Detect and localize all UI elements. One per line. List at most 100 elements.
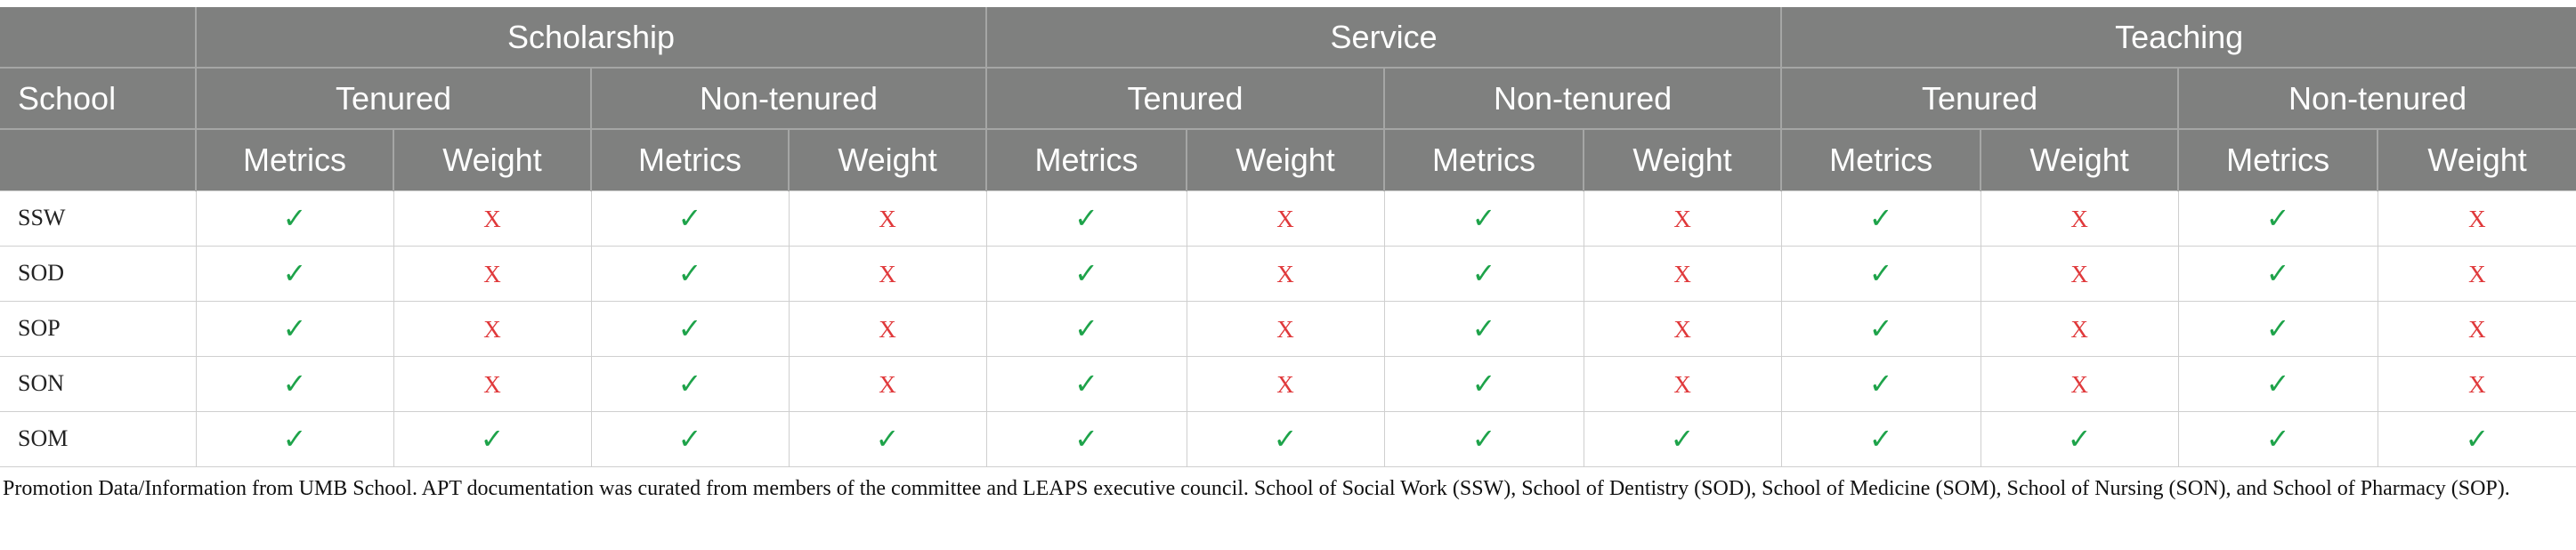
cross-icon: X xyxy=(1276,315,1294,343)
header-metrics: Metrics xyxy=(2178,129,2379,190)
cross-icon: X xyxy=(2070,370,2088,398)
check-icon: ✓ xyxy=(2265,256,2290,290)
check-icon: ✓ xyxy=(2465,422,2490,456)
criteria-cell: X xyxy=(1981,190,2179,247)
criteria-cell: ✓ xyxy=(986,411,1187,467)
check-icon: ✓ xyxy=(1868,367,1893,400)
header-scholarship: Scholarship xyxy=(196,7,988,69)
check-icon: ✓ xyxy=(1471,256,1496,290)
cross-icon: X xyxy=(483,205,501,232)
criteria-cell: ✓ xyxy=(591,301,790,357)
criteria-cell: ✓ xyxy=(2178,411,2378,467)
check-icon: ✓ xyxy=(1670,422,1695,456)
criteria-cell: ✓ xyxy=(2178,246,2378,302)
criteria-cell: X xyxy=(789,246,987,302)
table-footnote: Promotion Data/Information from UMB Scho… xyxy=(3,477,2510,500)
criteria-cell: ✓ xyxy=(196,246,394,302)
header-school: School xyxy=(0,68,197,130)
header-row-categories: Scholarship Service Teaching xyxy=(0,7,2576,69)
criteria-cell: ✓ xyxy=(196,190,394,247)
criteria-cell: X xyxy=(393,301,592,357)
table-row: SOM ✓ ✓ ✓ ✓ ✓ ✓ ✓ ✓ ✓ ✓ ✓ ✓ xyxy=(0,411,2576,467)
criteria-cell: ✓ xyxy=(1781,411,1981,467)
table-row: SSW ✓ X ✓ X ✓ X ✓ X ✓ X ✓ X xyxy=(0,190,2576,247)
check-icon: ✓ xyxy=(282,367,307,400)
check-icon: ✓ xyxy=(1074,367,1098,400)
check-icon: ✓ xyxy=(2265,311,2290,345)
criteria-cell: ✓ xyxy=(2178,190,2378,247)
criteria-cell: ✓ xyxy=(591,411,790,467)
header-row-tenure: School Tenured Non-tenured Tenured Non-t… xyxy=(0,68,2576,130)
check-icon: ✓ xyxy=(282,422,307,456)
check-icon: ✓ xyxy=(1868,201,1893,235)
header-weight: Weight xyxy=(789,129,988,190)
criteria-cell: X xyxy=(2378,246,2576,302)
criteria-cell: ✓ xyxy=(196,356,394,412)
school-cell: SOD xyxy=(0,246,197,302)
cross-icon: X xyxy=(879,315,896,343)
criteria-cell: ✓ xyxy=(1584,411,1782,467)
criteria-cell: ✓ xyxy=(789,411,987,467)
school-cell: SOP xyxy=(0,301,197,357)
criteria-cell: ✓ xyxy=(1384,190,1584,247)
header-service: Service xyxy=(986,7,1783,69)
criteria-cell: X xyxy=(789,190,987,247)
criteria-cell: ✓ xyxy=(591,246,790,302)
check-icon: ✓ xyxy=(677,311,702,345)
criteria-cell: X xyxy=(1584,356,1782,412)
header-blank-cell xyxy=(0,7,197,69)
cross-icon: X xyxy=(2468,370,2486,398)
criteria-cell: ✓ xyxy=(196,411,394,467)
table-row: SON ✓ X ✓ X ✓ X ✓ X ✓ X ✓ X xyxy=(0,356,2576,412)
header-metrics: Metrics xyxy=(1781,129,1982,190)
cross-icon: X xyxy=(2468,260,2486,287)
check-icon: ✓ xyxy=(282,201,307,235)
header-weight: Weight xyxy=(1187,129,1386,190)
promotion-table-container: Scholarship Service Teaching School Tenu… xyxy=(0,7,2576,467)
header-weight: Weight xyxy=(1981,129,2180,190)
criteria-cell: ✓ xyxy=(1384,411,1584,467)
criteria-cell: ✓ xyxy=(986,356,1187,412)
criteria-cell: X xyxy=(393,190,592,247)
criteria-cell: X xyxy=(1187,356,1385,412)
check-icon: ✓ xyxy=(480,422,505,456)
criteria-cell: ✓ xyxy=(1187,411,1385,467)
header-scholarship-tenured: Tenured xyxy=(196,68,592,130)
criteria-cell: ✓ xyxy=(986,246,1187,302)
check-icon: ✓ xyxy=(1471,201,1496,235)
cross-icon: X xyxy=(2070,260,2088,287)
check-icon: ✓ xyxy=(1868,256,1893,290)
criteria-cell: ✓ xyxy=(2178,356,2378,412)
check-icon: ✓ xyxy=(2265,422,2290,456)
check-icon: ✓ xyxy=(1074,201,1098,235)
cross-icon: X xyxy=(483,370,501,398)
check-icon: ✓ xyxy=(677,422,702,456)
header-weight: Weight xyxy=(1584,129,1783,190)
header-metrics: Metrics xyxy=(196,129,394,190)
criteria-cell: X xyxy=(1584,190,1782,247)
header-metrics: Metrics xyxy=(1384,129,1585,190)
cross-icon: X xyxy=(483,260,501,287)
cross-icon: X xyxy=(2468,315,2486,343)
criteria-cell: X xyxy=(1584,301,1782,357)
criteria-cell: X xyxy=(789,356,987,412)
criteria-cell: ✓ xyxy=(1781,356,1981,412)
criteria-cell: ✓ xyxy=(196,301,394,357)
criteria-cell: ✓ xyxy=(591,190,790,247)
check-icon: ✓ xyxy=(2067,422,2092,456)
check-icon: ✓ xyxy=(1868,422,1893,456)
criteria-cell: ✓ xyxy=(1384,246,1584,302)
header-metrics: Metrics xyxy=(986,129,1188,190)
criteria-cell: X xyxy=(2378,190,2576,247)
table-row: SOP ✓ X ✓ X ✓ X ✓ X ✓ X ✓ X xyxy=(0,301,2576,357)
check-icon: ✓ xyxy=(875,422,900,456)
cross-icon: X xyxy=(1276,260,1294,287)
check-icon: ✓ xyxy=(1074,422,1098,456)
header-teaching-tenured: Tenured xyxy=(1781,68,2180,130)
check-icon: ✓ xyxy=(1868,311,1893,345)
cross-icon: X xyxy=(879,205,896,232)
criteria-cell: X xyxy=(789,301,987,357)
header-service-tenured: Tenured xyxy=(986,68,1386,130)
header-weight: Weight xyxy=(2378,129,2576,190)
criteria-cell: ✓ xyxy=(1781,246,1981,302)
